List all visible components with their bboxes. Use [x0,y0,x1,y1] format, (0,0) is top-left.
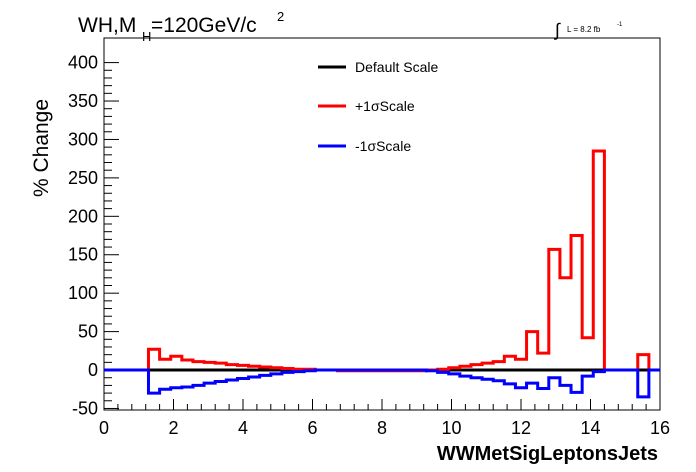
lumi-text: L = 8.2 fb [567,25,601,34]
y-tick-label: 250 [68,168,98,188]
title-rest: =120GeV/c [151,14,257,37]
x-tick-label: 14 [580,418,600,438]
x-tick-label: 12 [511,418,531,438]
x-tick-label: 10 [441,418,461,438]
y-tick-label: 0 [88,360,98,380]
title-subscript: H [142,29,151,44]
y-tick-label: 100 [68,283,98,303]
series-layer [104,149,660,399]
x-tick-label: 0 [99,418,109,438]
legend-entry-default: Default Scale [318,59,438,75]
x-axis: 0 2 4 6 8 10 12 14 16 [99,399,670,438]
y-tick-label: 350 [68,91,98,111]
legend-entry-minus-sigma: -1σScale [318,138,411,154]
x-tick-label: 4 [238,418,248,438]
y-tick-label: 50 [78,322,98,342]
y-tick-label: 300 [68,129,98,149]
x-tick-label: 6 [307,418,317,438]
legend-label-plus-sigma: +1σScale [355,98,415,114]
title-superscript: 2 [277,9,284,24]
y-axis-title: % Change [30,99,53,197]
legend-entry-plus-sigma: +1σScale [318,98,415,114]
legend-label-default: Default Scale [355,59,438,75]
plot-frame [103,37,661,411]
title-main: WH,M [78,14,136,37]
y-tick-label: -50 [72,398,98,418]
legend-label-minus-sigma: -1σScale [355,138,411,154]
x-tick-label: 2 [168,418,178,438]
y-tick-label: 200 [68,206,98,226]
luminosity-label: ∫ L = 8.2 fb -1 [553,20,623,40]
lumi-superscript: -1 [617,22,623,28]
x-tick-label: 16 [650,418,670,438]
integral-sign: ∫ [553,20,561,40]
series-line-1 [104,149,660,373]
x-axis-title: WWMetSigLeptonsJets [437,443,658,465]
chart-title: WH,M H =120GeV/c 2 [78,9,284,44]
legend: Default Scale +1σScale -1σScale [318,59,438,154]
x-tick-label: 8 [377,418,387,438]
y-tick-label: 150 [68,245,98,265]
series-line-2 [104,368,660,399]
y-tick-label: 400 [68,53,98,73]
y-axis: -50 0 50 100 150 200 250 300 350 400 [68,53,119,418]
